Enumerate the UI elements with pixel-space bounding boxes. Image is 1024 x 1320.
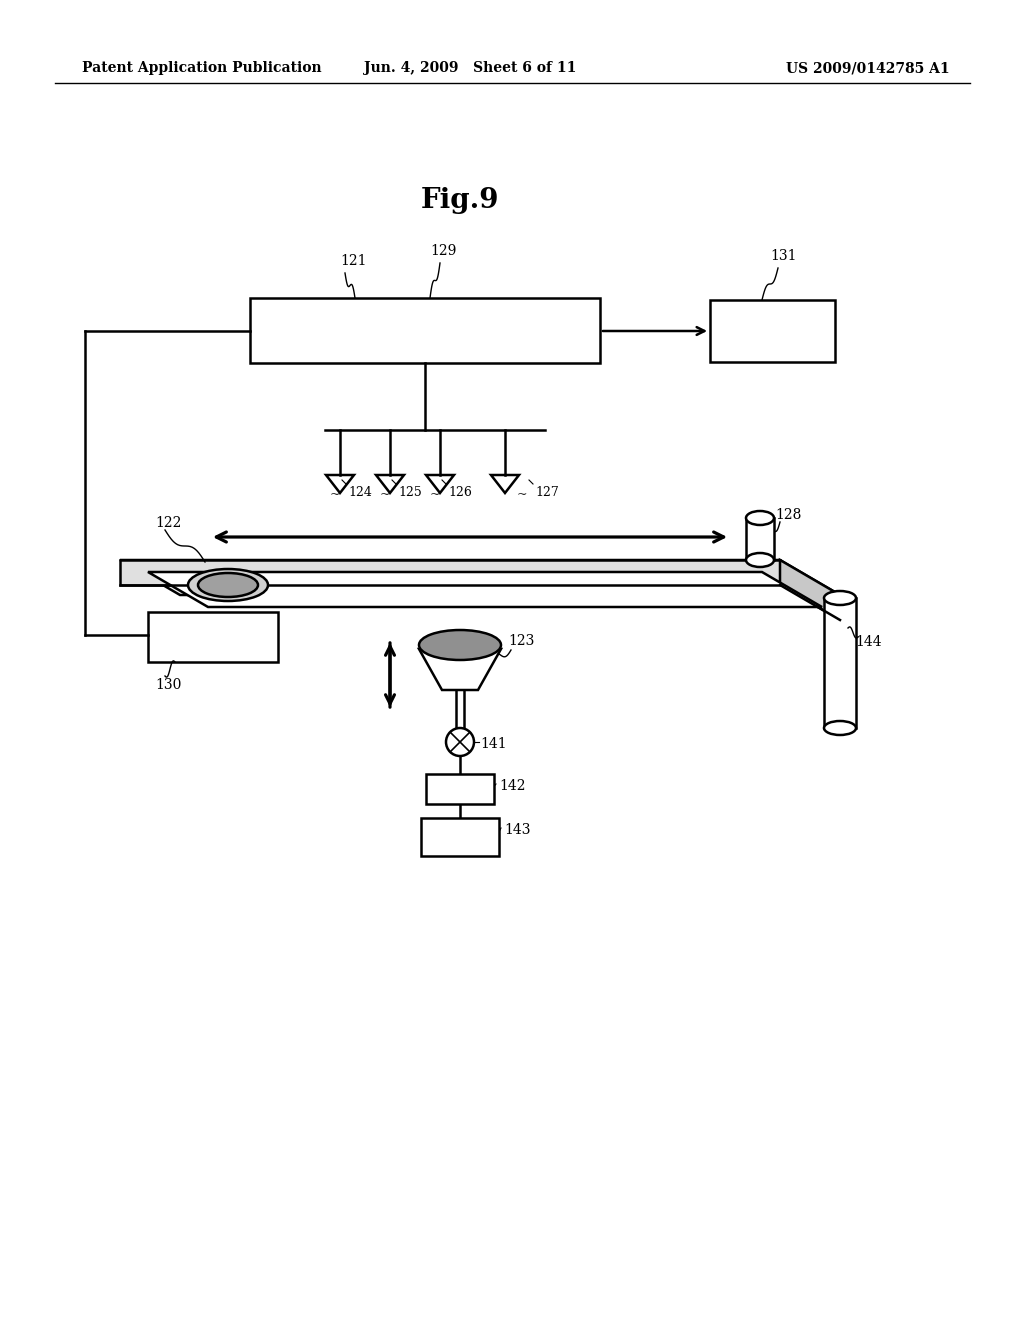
Bar <box>250 298 600 363</box>
Text: Fig.9: Fig.9 <box>421 186 500 214</box>
Bar <box>710 300 835 362</box>
Text: ~: ~ <box>380 488 390 502</box>
Ellipse shape <box>198 573 258 597</box>
Text: ~: ~ <box>330 488 341 502</box>
Polygon shape <box>148 572 822 607</box>
Circle shape <box>446 729 474 756</box>
Text: Patent Application Publication: Patent Application Publication <box>82 61 322 75</box>
Text: 141: 141 <box>480 737 507 751</box>
Text: 129: 129 <box>430 244 457 257</box>
Polygon shape <box>120 560 840 595</box>
Ellipse shape <box>746 553 774 568</box>
Text: 124: 124 <box>348 486 372 499</box>
Polygon shape <box>120 560 780 585</box>
Text: 131: 131 <box>770 249 797 263</box>
Polygon shape <box>326 475 354 492</box>
Polygon shape <box>780 560 840 620</box>
Text: 122: 122 <box>155 516 181 531</box>
Text: 121: 121 <box>340 253 367 268</box>
Ellipse shape <box>824 721 856 735</box>
Ellipse shape <box>419 630 501 660</box>
Polygon shape <box>376 475 404 492</box>
Bar <box>426 774 494 804</box>
Text: 130: 130 <box>155 678 181 692</box>
Ellipse shape <box>824 591 856 605</box>
Text: Jun. 4, 2009   Sheet 6 of 11: Jun. 4, 2009 Sheet 6 of 11 <box>364 61 577 75</box>
Text: 125: 125 <box>398 486 422 499</box>
Text: 143: 143 <box>504 822 530 837</box>
Polygon shape <box>419 649 501 690</box>
Text: 126: 126 <box>449 486 472 499</box>
Bar <box>421 818 499 855</box>
Text: US 2009/0142785 A1: US 2009/0142785 A1 <box>786 61 950 75</box>
Bar <box>746 517 774 560</box>
Text: 144: 144 <box>855 635 882 649</box>
Bar <box>148 612 278 663</box>
Ellipse shape <box>746 511 774 525</box>
Text: ~: ~ <box>517 488 527 502</box>
Text: 123: 123 <box>508 634 535 648</box>
Text: 127: 127 <box>535 486 559 499</box>
Polygon shape <box>426 475 454 492</box>
Text: 128: 128 <box>775 508 802 521</box>
Text: ~: ~ <box>430 488 440 502</box>
Polygon shape <box>490 475 519 492</box>
Ellipse shape <box>188 569 268 601</box>
Text: 142: 142 <box>499 779 525 793</box>
Bar <box>824 598 856 729</box>
